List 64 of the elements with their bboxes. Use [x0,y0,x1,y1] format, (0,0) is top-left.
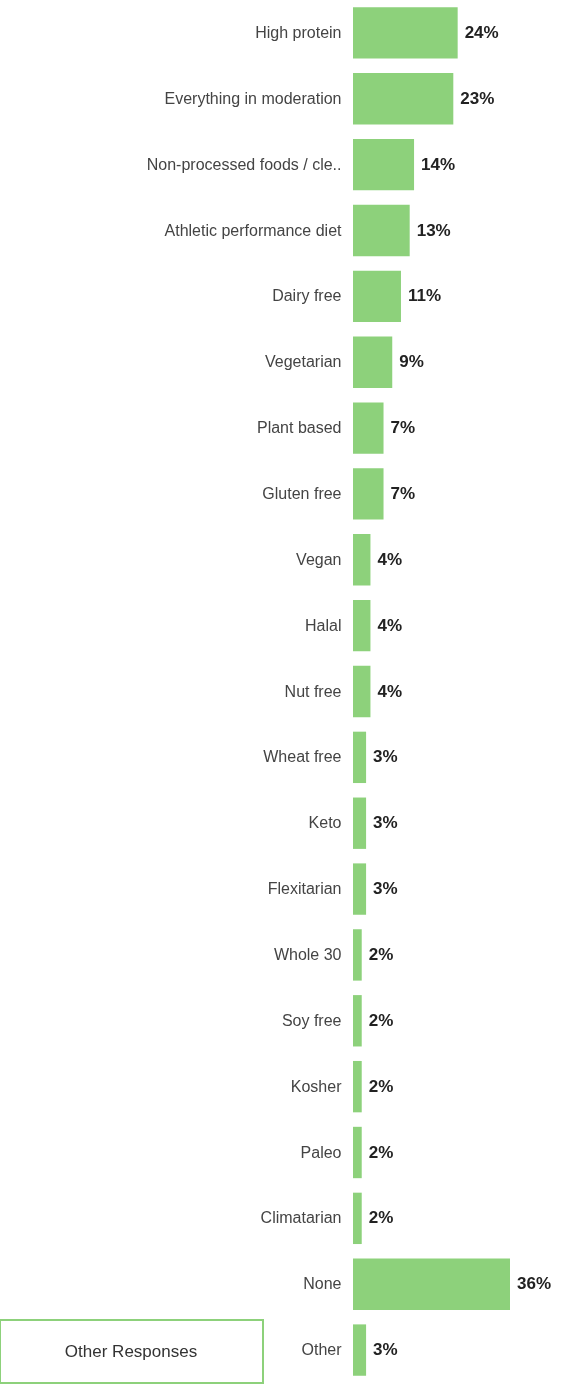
bar [353,929,362,981]
bar [353,138,415,191]
bar [353,863,367,915]
bar [353,995,362,1047]
data-label: 11% [407,286,442,306]
data-label: 3% [373,813,398,833]
bar [353,1258,510,1310]
y-tick-label: None [303,1275,342,1293]
text: Other Responses [64,1342,198,1361]
y-tick-label: Soy free [281,1011,342,1029]
data-label: 2% [368,1076,394,1096]
y-tick-label: Dairy free [272,287,342,305]
data-label: 13% [416,220,451,240]
y-tick-label: Gluten free [262,484,342,502]
y-tick-label: Athletic performance diet [164,221,343,239]
bar [353,731,367,784]
y-tick-label: Halal [305,616,342,634]
data-label: 3% [373,879,398,899]
data-label: 14% [421,154,456,174]
y-tick-label: Climatarian [260,1209,342,1227]
bar [353,270,401,323]
y-tick-label: Nut free [284,682,342,700]
data-label: 3% [373,1340,398,1360]
y-tick-label: Paleo [300,1143,342,1161]
bar [353,1192,362,1245]
y-tick-label: Other [301,1341,343,1359]
bar [353,665,371,718]
bar [353,599,371,652]
y-tick-label: Vegetarian [264,353,342,371]
bar [353,402,384,454]
data-label: 9% [399,352,424,372]
bar [353,468,384,520]
data-label: 4% [377,615,403,635]
data-label: 2% [368,1208,394,1228]
data-label: 24% [464,22,499,42]
data-label: 4% [377,681,403,701]
data-label: 7% [390,483,416,503]
data-label: 3% [373,747,398,767]
data-label: 2% [368,1142,394,1162]
bar [353,73,454,125]
bar [353,797,367,849]
data-label: 7% [390,418,416,438]
y-tick-label: Wheat free [263,748,342,766]
y-tick-label: Vegan [296,550,342,568]
bar [353,7,458,59]
y-tick-label: Flexitarian [267,880,342,898]
bar [353,1324,367,1376]
bar [353,204,410,257]
data-label: 2% [368,1010,394,1030]
data-label: 4% [377,549,403,569]
data-label: 2% [368,944,394,964]
bar [353,1126,362,1179]
y-tick-label: Kosher [290,1077,343,1095]
y-tick-label: High protein [255,23,342,41]
y-tick-label: Plant based [256,419,342,437]
data-label: 23% [460,88,495,108]
y-tick-label: Whole 30 [273,945,342,963]
bar [353,1060,362,1113]
y-tick-label: Everything in moderation [164,89,342,107]
bar [353,534,371,586]
data-label: 36% [517,1274,552,1294]
y-tick-label: Non-processed foods / cle.. [146,155,342,173]
bar [353,336,393,388]
y-tick-label: Keto [308,814,342,832]
